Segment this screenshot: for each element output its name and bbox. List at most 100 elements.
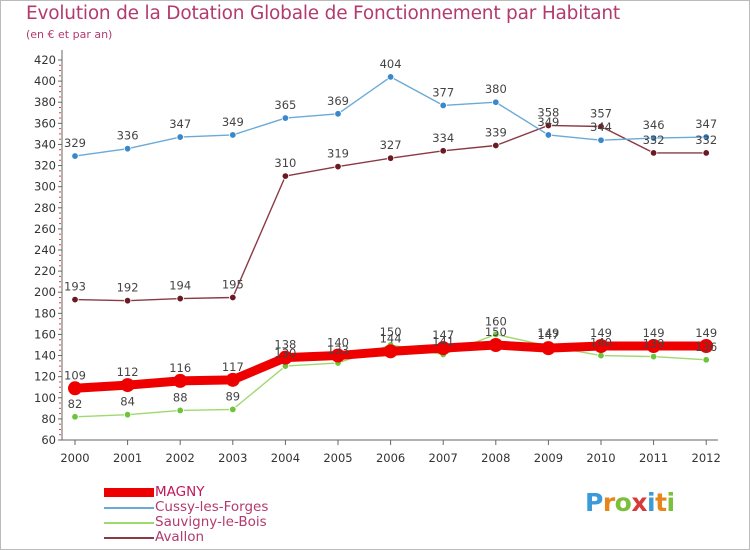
logo-letter: i (647, 488, 656, 517)
data-label-avallon: 339 (485, 126, 507, 140)
data-point-magny (173, 373, 188, 388)
data-point-cussy-les-forges (649, 134, 658, 142)
data-point-sauvigny-le-bois (597, 351, 605, 360)
data-label-sauvigny-le-bois: 149 (537, 326, 559, 340)
data-label-magny: 144 (380, 331, 402, 345)
chart-title: Evolution de la Dotation Globale de Fonc… (26, 3, 620, 24)
logo-letter: i (666, 488, 676, 517)
data-label-sauvigny-le-bois: 141 (432, 335, 454, 349)
data-label-magny: 117 (222, 360, 244, 374)
y-tick-label: 320 (34, 159, 56, 173)
legend-label-avallon: Avallon (155, 529, 205, 545)
x-tick-label: 2010 (586, 451, 615, 465)
data-label-cussy-les-forges: 336 (117, 129, 139, 143)
data-point-magny (68, 381, 82, 396)
y-tick-label: 380 (34, 95, 56, 109)
x-tick-label: 2000 (60, 451, 89, 465)
legend-label-cussy-les-forges: Cussy-les-Forges (155, 499, 269, 515)
data-label-cussy-les-forges: 346 (643, 118, 665, 132)
data-label-avallon: 332 (695, 133, 717, 147)
data-point-sauvigny-le-bois (71, 413, 79, 421)
data-point-sauvigny-le-bois (702, 356, 710, 364)
y-tick-label: 160 (34, 327, 56, 341)
x-tick-label: 2002 (166, 451, 195, 465)
data-label-avallon: 357 (590, 107, 612, 121)
data-point-sauvigny-le-bois (229, 405, 237, 414)
y-tick-label: 280 (34, 201, 56, 215)
data-label-avallon: 358 (537, 105, 559, 119)
data-point-magny (699, 339, 714, 354)
data-point-cussy-les-forges (281, 114, 290, 122)
data-point-magny (594, 339, 608, 354)
data-point-cussy-les-forges (492, 98, 500, 106)
y-tick-label: 260 (34, 222, 56, 236)
data-point-cussy-les-forges (386, 73, 395, 81)
data-point-magny (541, 341, 556, 356)
data-point-cussy-les-forges (544, 131, 553, 139)
logo-letter: r (602, 488, 615, 517)
data-label-cussy-les-forges: 377 (432, 85, 454, 99)
data-label-magny: 149 (695, 326, 717, 340)
x-tick-label: 2006 (376, 451, 405, 465)
data-label-magny: 109 (64, 368, 86, 382)
data-label-cussy-les-forges: 369 (327, 94, 349, 108)
data-label-magny: 138 (274, 338, 296, 352)
data-label-sauvigny-le-bois: 84 (120, 395, 135, 409)
data-label-avallon: 195 (222, 278, 244, 292)
data-label-sauvigny-le-bois: 140 (590, 336, 612, 350)
data-point-sauvigny-le-bois (649, 352, 658, 361)
y-tick-label: 180 (34, 306, 56, 320)
data-label-cussy-les-forges: 347 (169, 117, 191, 131)
data-label-avallon: 193 (64, 280, 86, 294)
y-tick-label: 240 (34, 243, 56, 257)
data-point-sauvigny-le-bois (176, 406, 184, 415)
x-tick-label: 2003 (218, 451, 247, 465)
data-point-magny (383, 344, 398, 359)
data-point-avallon (597, 122, 605, 131)
y-tick-label: 200 (34, 285, 56, 299)
data-label-magny: 147 (537, 328, 559, 342)
x-tick-label: 2004 (271, 451, 300, 465)
data-point-magny (646, 339, 661, 354)
data-point-avallon (702, 149, 710, 157)
data-label-avallon: 334 (432, 131, 454, 145)
data-point-sauvigny-le-bois (492, 330, 500, 339)
data-label-cussy-les-forges: 404 (380, 57, 402, 71)
logo-letter: t (655, 488, 667, 517)
data-label-avallon: 194 (169, 279, 191, 293)
data-point-cussy-les-forges (229, 131, 237, 139)
logo-letter: P (585, 488, 603, 517)
x-tick-label: 2011 (639, 451, 668, 465)
data-point-magny (120, 378, 135, 393)
legend-label-magny: MAGNY (155, 484, 205, 500)
data-label-sauvigny-le-bois: 136 (695, 340, 717, 354)
legend-label-sauvigny-le-bois: Sauvigny-le-Bois (155, 514, 267, 530)
y-tick-label: 400 (34, 74, 56, 88)
data-point-magny (331, 348, 345, 363)
legend-swatch-sauvigny-le-bois (104, 522, 154, 524)
data-label-cussy-les-forges: 344 (590, 120, 612, 134)
data-point-avallon (176, 294, 184, 303)
data-label-cussy-les-forges: 365 (274, 98, 296, 112)
x-tick-label: 2008 (481, 451, 510, 465)
data-point-cussy-les-forges (123, 144, 132, 153)
y-tick-label: 140 (34, 349, 56, 363)
logo-letter: o (614, 488, 632, 517)
data-point-cussy-les-forges (176, 133, 184, 141)
data-point-avallon (492, 141, 500, 150)
y-tick-label: 80 (41, 412, 56, 426)
logo-letter: x (631, 488, 647, 517)
data-label-sauvigny-le-bois: 139 (643, 337, 665, 351)
data-label-magny: 116 (169, 361, 191, 375)
data-label-sauvigny-le-bois: 82 (68, 397, 83, 411)
data-label-cussy-les-forges: 349 (222, 115, 244, 129)
data-point-cussy-les-forges (334, 110, 342, 118)
data-label-avallon: 332 (643, 133, 665, 147)
data-label-avallon: 327 (380, 138, 402, 152)
chart-subtitle: (en € et par an) (26, 28, 113, 41)
data-label-cussy-les-forges: 347 (695, 117, 717, 131)
y-tick-label: 100 (34, 391, 56, 405)
y-tick-label: 360 (34, 116, 56, 130)
